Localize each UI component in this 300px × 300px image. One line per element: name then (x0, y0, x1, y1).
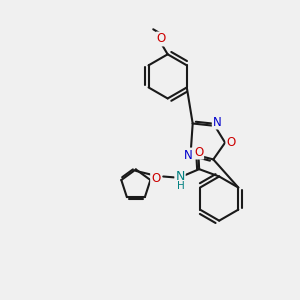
Text: N: N (213, 116, 221, 128)
Text: H: H (177, 181, 185, 190)
Text: N: N (175, 170, 185, 183)
Text: O: O (157, 32, 166, 46)
Text: O: O (194, 146, 203, 159)
Text: N: N (184, 148, 193, 161)
Text: O: O (151, 172, 160, 185)
Text: O: O (226, 136, 236, 149)
